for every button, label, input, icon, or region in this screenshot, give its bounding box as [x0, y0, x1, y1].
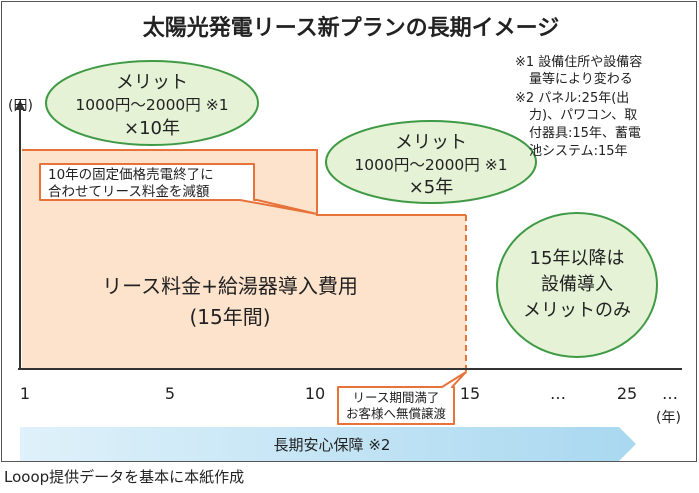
callout-end-line2: お客様へ無償譲渡 [346, 406, 447, 421]
callout-reduce-line2: 合わせてリース料金を減額 [48, 183, 209, 200]
guarantee-arrow: 長期安心保障 ※2 [20, 427, 636, 461]
lease-label-line1: リース料金+給湯器導入費用 [102, 274, 358, 298]
callout-reduce-line1: 10年の固定価格売電終了に [48, 167, 214, 183]
merit3-line1: 15年以降は [530, 248, 625, 269]
note2-line3: 付器具:15年、蓄電 [529, 126, 641, 141]
merit1-line2: ×10年 [124, 118, 180, 139]
x-tick-10: 10 [305, 384, 325, 403]
merit2-title: メリット [395, 132, 467, 153]
footnotes: ※1 設備住所や設備容 量等により変わる ※2 パネル:25年(出 力)、パワコ… [515, 54, 642, 159]
x-axis-unit: (年) [656, 410, 681, 426]
source-caption: Looop提供データを基本に本紙作成 [4, 468, 245, 486]
diagram-title: 太陽光発電リース新プランの長期イメージ [143, 15, 559, 41]
x-tick-5: 5 [165, 384, 175, 403]
callout-lease-reduction: 10年の固定価格売電終了に 合わせてリース料金を減額 [39, 163, 318, 215]
merit1-title: メリット [116, 72, 188, 93]
note2-line1: ※2 パネル:25年(出 [515, 91, 629, 106]
merit-ellipse-10yr: メリット 1000円〜2000円 ※1 ×10年 [45, 60, 259, 146]
x-tick-25: 25 [617, 384, 637, 403]
x-tick-ellipsis-2: … [662, 384, 678, 403]
diagram-frame: 太陽光発電リース新プランの長期イメージ (円) 1 5 10 15 … 25 …… [1, 1, 697, 462]
lease-label-line2: (15年間) [189, 305, 270, 329]
y-axis-unit: (円) [8, 98, 33, 114]
merit-ellipse-after-15yr: 15年以降は 設備導入 メリットのみ [496, 212, 658, 358]
callout-lease-end: リース期間満了 お客様へ無償譲渡 [337, 371, 467, 425]
merit3-line3: メリットのみ [523, 300, 631, 321]
x-tick-15: 15 [460, 384, 480, 403]
note2-line2: 力)、パワコン、取 [529, 108, 637, 123]
merit-ellipse-5yr: メリット 1000円〜2000円 ※1 ×5年 [325, 120, 537, 204]
callout-end-line1: リース期間満了 [353, 390, 440, 405]
guarantee-label: 長期安心保障 ※2 [274, 436, 391, 454]
merit2-line1: 1000円〜2000円 ※1 [354, 156, 507, 174]
merit3-line2: 設備導入 [541, 274, 613, 295]
y-axis-arrowhead [15, 100, 25, 110]
x-tick-1: 1 [20, 384, 30, 403]
lease-area-outline [22, 149, 466, 216]
merit2-line2: ×5年 [409, 177, 454, 198]
merit1-line1: 1000円〜2000円 ※1 [75, 96, 228, 114]
lease-area [22, 150, 466, 368]
note1-line2: 量等により変わる [529, 71, 633, 87]
x-tick-ellipsis-1: … [550, 384, 566, 403]
note2-line4: 池システム:15年 [529, 144, 628, 159]
note1-line1: ※1 設備住所や設備容 [515, 54, 642, 70]
